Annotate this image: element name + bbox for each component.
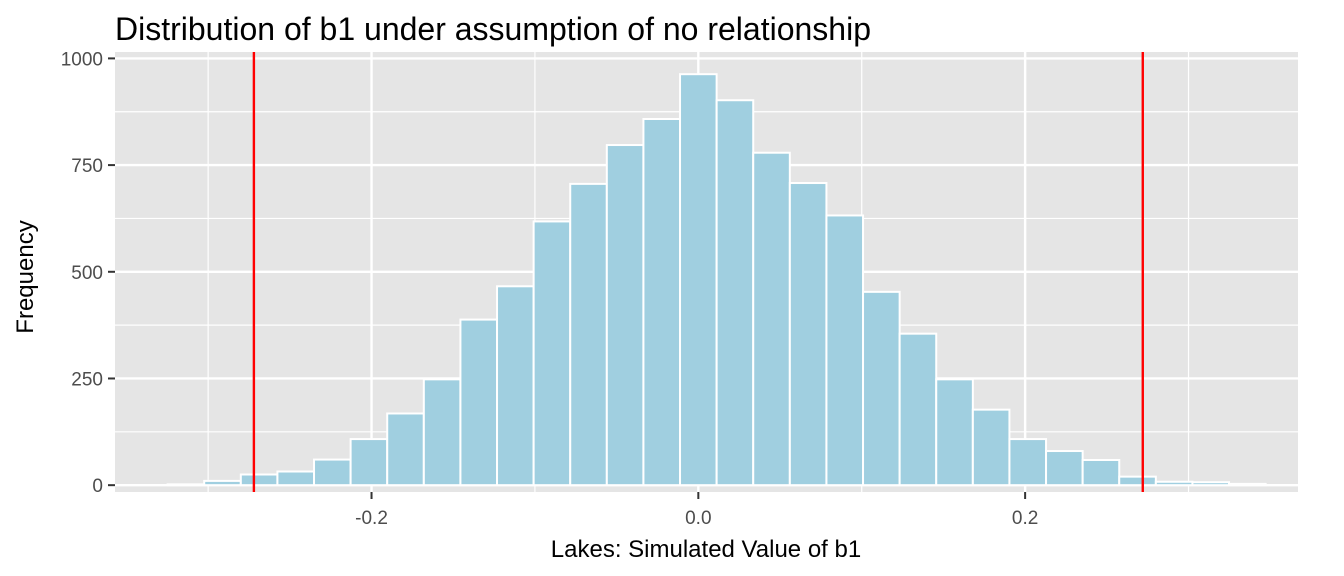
y-tick-label: 750 — [71, 156, 103, 177]
histogram-bar — [386, 412, 425, 487]
histogram-bar — [349, 438, 389, 487]
histogram-bar — [1191, 481, 1231, 487]
histogram-bars — [166, 73, 1267, 487]
histogram-bar — [679, 73, 718, 487]
histogram-bar — [166, 483, 206, 487]
y-tick-label: 0 — [92, 476, 103, 497]
y-tick-label: 1000 — [61, 49, 103, 70]
histogram-bar — [1118, 475, 1157, 487]
reference-lines — [252, 52, 1144, 492]
histogram-bar — [459, 318, 499, 487]
y-axis: 0 250 500 750 1000 — [61, 49, 115, 497]
x-tick-label: 0.2 — [1012, 508, 1038, 529]
x-tick-label: -0.2 — [355, 508, 388, 529]
y-tick-label: 250 — [71, 369, 103, 390]
y-tick-label: 500 — [71, 263, 103, 284]
histogram-bar — [788, 182, 828, 487]
histogram-bar — [422, 378, 462, 487]
histogram-bar — [715, 99, 755, 487]
histogram-bar — [276, 470, 316, 487]
histogram-bar — [825, 214, 865, 487]
histogram-bar — [1228, 482, 1267, 487]
histogram-bar — [971, 408, 1011, 487]
histogram-bar — [752, 151, 791, 487]
chart-title: Distribution of b1 under assumption of n… — [115, 11, 871, 47]
histogram-bar — [1045, 450, 1084, 487]
histogram-bar — [862, 290, 901, 487]
histogram-bar — [898, 332, 938, 487]
histogram-bar — [605, 144, 645, 487]
histogram-bar — [496, 285, 535, 487]
histogram-bar — [935, 378, 974, 487]
histogram-bar — [642, 118, 682, 487]
histogram-bar — [1008, 438, 1048, 487]
histogram-bar — [1081, 458, 1121, 487]
histogram-bar — [239, 473, 279, 487]
histogram-bar — [569, 182, 608, 487]
histogram-bar — [532, 220, 572, 487]
y-axis-title: Frequency — [12, 220, 39, 333]
x-axis: -0.2 0.0 0.2 — [355, 492, 1038, 529]
histogram-bar — [1154, 480, 1194, 487]
histogram-bar — [203, 479, 242, 487]
x-axis-title: Lakes: Simulated Value of b1 — [551, 536, 861, 563]
x-tick-label: 0.0 — [685, 508, 711, 529]
histogram-bar — [313, 458, 352, 487]
